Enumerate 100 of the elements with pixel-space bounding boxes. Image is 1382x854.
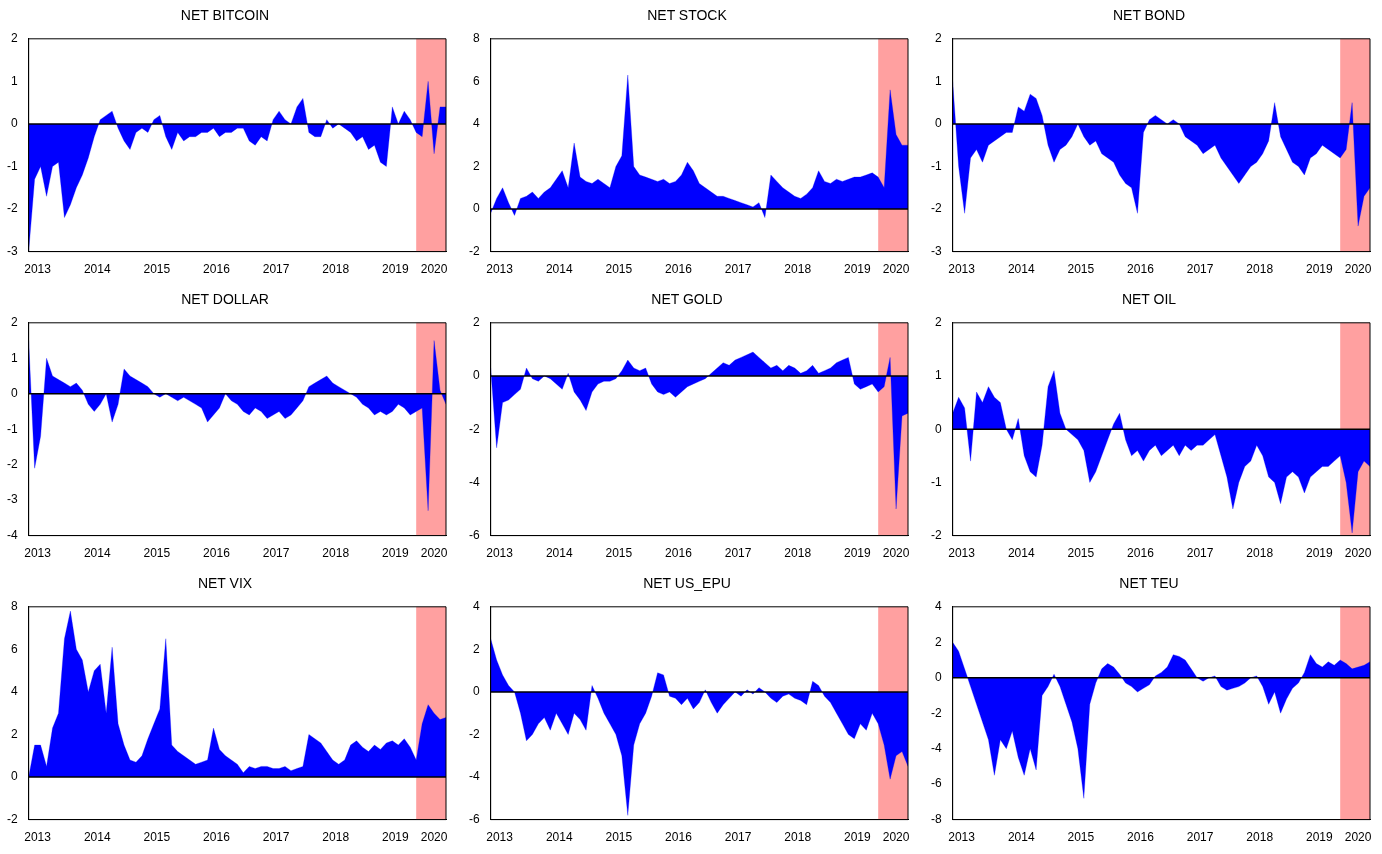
y-tick-label: 0 (472, 201, 480, 216)
x-tick-label: 2014 (83, 546, 111, 561)
x-tick-label: 2015 (143, 546, 171, 561)
x-tick-label: 2017 (262, 262, 290, 277)
x-tick-label: 2020 (1344, 546, 1372, 561)
y-tick-label: 1 (934, 368, 942, 383)
y-tick-label: 2 (472, 158, 480, 173)
y-tick-label: 4 (934, 599, 942, 614)
x-tick-label: 2020 (420, 830, 448, 845)
x-tick-label: 2018 (1246, 262, 1274, 277)
y-tick-label: 2 (934, 634, 942, 649)
x-tick-label: 2020 (882, 546, 910, 561)
x-tick-label: 2018 (322, 830, 350, 845)
y-tick-label: -2 (7, 456, 18, 471)
x-tick-label: 2020 (420, 546, 448, 561)
y-tick-label: -4 (469, 769, 480, 784)
x-tick-label: 2015 (143, 262, 171, 277)
y-tick-label: -1 (7, 158, 18, 173)
x-tick-label: 2016 (665, 830, 693, 845)
x-tick-label: 2015 (605, 262, 633, 277)
y-tick-label: -2 (469, 726, 480, 741)
x-tick-label: 2016 (665, 262, 693, 277)
x-tick-label: 2015 (1067, 262, 1095, 277)
x-tick-label: 2013 (948, 546, 976, 561)
x-tick-label: 2020 (420, 262, 448, 277)
x-tick-label: 2017 (262, 546, 290, 561)
chart-title: NET GOLD (651, 291, 723, 308)
y-tick-label: -4 (7, 527, 18, 542)
y-tick-label: -1 (931, 158, 942, 173)
y-tick-label: -1 (931, 474, 942, 489)
x-tick-label: 2015 (605, 546, 633, 561)
y-tick-label: 1 (934, 73, 942, 88)
chart-title: NET BOND (1112, 7, 1186, 24)
x-tick-label: 2014 (545, 262, 573, 277)
x-tick-label: 2016 (665, 546, 693, 561)
chart-title: NET OIL (1121, 291, 1177, 308)
y-tick-label: 4 (472, 116, 480, 131)
x-tick-label: 2019 (843, 546, 871, 561)
chart-title: NET DOLLAR (181, 291, 269, 308)
y-tick-label: 0 (472, 684, 480, 699)
y-tick-label: 0 (934, 670, 942, 685)
x-tick-label: 2013 (24, 262, 52, 277)
x-tick-label: 2017 (724, 830, 752, 845)
y-tick-label: -2 (469, 421, 480, 436)
x-tick-label: 2019 (381, 546, 409, 561)
x-tick-label: 2013 (486, 830, 514, 845)
y-tick-label: 0 (10, 116, 18, 131)
x-tick-label: 2014 (1007, 262, 1035, 277)
x-tick-label: 2014 (545, 830, 573, 845)
y-tick-label: 2 (472, 641, 480, 656)
x-tick-label: 2019 (1305, 262, 1333, 277)
y-tick-label: 2 (934, 315, 942, 330)
x-tick-label: 2017 (724, 262, 752, 277)
chart-title: NET TEU (1119, 575, 1179, 592)
chart-title: NET BITCOIN (180, 7, 270, 24)
y-tick-label: -3 (931, 243, 942, 258)
x-tick-label: 2019 (1305, 830, 1333, 845)
y-tick-label: -2 (469, 243, 480, 258)
y-tick-label: -1 (7, 421, 18, 436)
x-tick-label: 2017 (262, 830, 290, 845)
x-tick-label: 2016 (203, 830, 231, 845)
x-tick-label: 2013 (24, 546, 52, 561)
y-tick-label: 2 (472, 315, 480, 330)
y-tick-label: 6 (472, 73, 480, 88)
x-tick-label: 2013 (24, 830, 52, 845)
y-tick-label: 0 (10, 769, 18, 784)
x-tick-label: 2017 (1186, 830, 1214, 845)
y-tick-label: 2 (934, 31, 942, 46)
y-tick-label: -2 (7, 201, 18, 216)
chart-title: NET US_EPU (643, 575, 731, 592)
x-tick-label: 2015 (1067, 830, 1095, 845)
x-tick-label: 2020 (882, 830, 910, 845)
x-tick-label: 2014 (545, 546, 573, 561)
x-tick-label: 2013 (486, 546, 514, 561)
y-tick-label: 2 (10, 726, 18, 741)
x-tick-label: 2018 (784, 830, 812, 845)
y-tick-label: -3 (7, 243, 18, 258)
x-tick-label: 2020 (1344, 262, 1372, 277)
x-tick-label: 2016 (1127, 546, 1155, 561)
y-tick-label: -3 (7, 492, 18, 507)
x-tick-label: 2015 (1067, 546, 1095, 561)
y-tick-label: 1 (10, 73, 18, 88)
y-tick-label: 0 (10, 386, 18, 401)
x-tick-label: 2018 (322, 262, 350, 277)
y-tick-label: 2 (10, 31, 18, 46)
x-tick-label: 2018 (1246, 830, 1274, 845)
x-tick-label: 2013 (948, 830, 976, 845)
x-tick-label: 2014 (83, 262, 111, 277)
x-tick-label: 2019 (843, 830, 871, 845)
y-tick-label: 0 (934, 116, 942, 131)
x-tick-label: 2019 (1305, 546, 1333, 561)
x-tick-label: 2016 (203, 546, 231, 561)
y-tick-label: 4 (472, 599, 480, 614)
x-tick-label: 2020 (882, 262, 910, 277)
x-tick-label: 2014 (1007, 830, 1035, 845)
x-tick-label: 2017 (1186, 546, 1214, 561)
y-tick-label: 2 (10, 315, 18, 330)
x-tick-label: 2017 (1186, 262, 1214, 277)
x-tick-label: 2019 (381, 830, 409, 845)
x-tick-label: 2019 (843, 262, 871, 277)
